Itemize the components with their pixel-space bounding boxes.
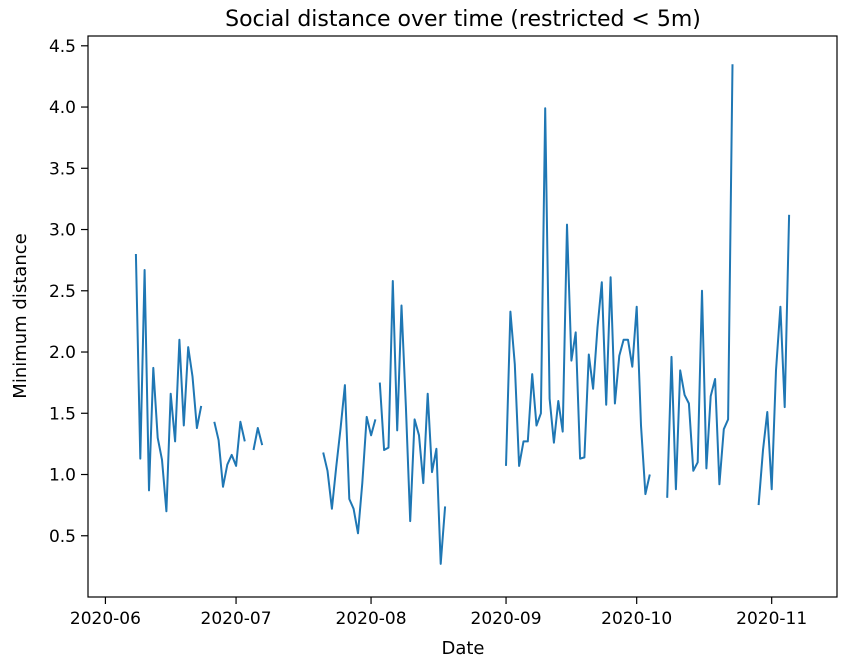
series-line-segment-1	[134, 253, 203, 513]
y-tick-label: 3.5	[49, 159, 76, 179]
y-tick-label: 2.0	[49, 343, 76, 363]
chart-title: Social distance over time (restricted < …	[225, 7, 701, 32]
series-line-segment-3	[252, 427, 264, 451]
y-tick-label: 1.5	[49, 404, 76, 424]
x-tick-label: 2020-09	[471, 609, 542, 629]
x-axis-label: Date	[441, 638, 484, 659]
y-tick-label: 1.0	[49, 466, 76, 486]
y-tick-label: 4.5	[49, 37, 76, 57]
y-axis-ticks: 0.5 1.0 1.5 2.0 2.5 3.0 3.5 4.0 4.5	[49, 37, 88, 547]
x-tick-label: 2020-11	[736, 609, 807, 629]
x-tick-label: 2020-06	[70, 609, 141, 629]
x-tick-label: 2020-08	[336, 609, 407, 629]
x-tick-label: 2020-10	[601, 609, 672, 629]
x-tick-label: 2020-07	[201, 609, 272, 629]
series-line-segment-4	[322, 384, 377, 535]
y-axis-label: Minimum distance	[10, 233, 31, 398]
plot-lines	[134, 64, 791, 565]
y-tick-label: 2.5	[49, 282, 76, 302]
y-tick-label: 3.0	[49, 221, 76, 241]
x-axis-ticks: 2020-06 2020-07 2020-08 2020-09 2020-10 2020-…	[70, 597, 807, 629]
series-line-segment-6	[505, 107, 651, 496]
series-line-segment-8	[757, 214, 791, 506]
plot-frame	[87, 35, 838, 598]
y-tick-label: 0.5	[49, 527, 76, 547]
series-line-segment-2	[213, 420, 246, 488]
y-tick-label: 4.0	[49, 98, 76, 118]
series-line-segment-5	[378, 280, 447, 565]
series-line-segment-7	[666, 64, 734, 498]
